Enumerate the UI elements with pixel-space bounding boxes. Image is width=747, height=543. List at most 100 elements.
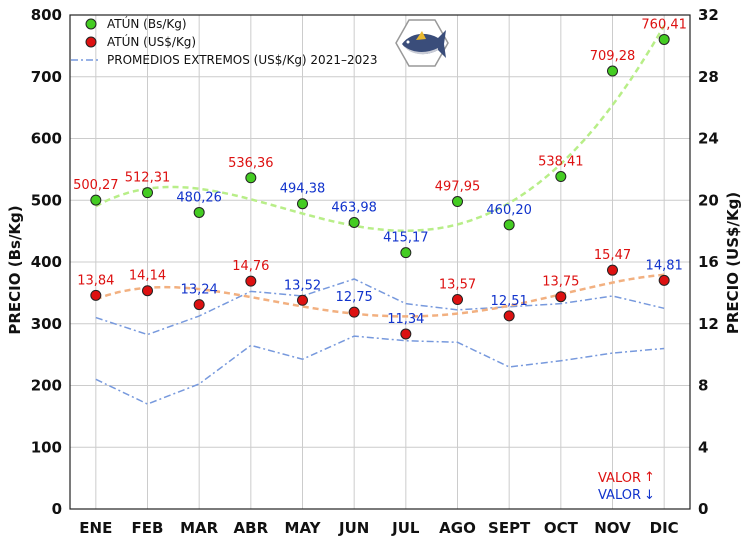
legend-label-bs: ATÚN (Bs/Kg) — [107, 16, 187, 31]
marker-bs — [297, 198, 308, 210]
marker-usd — [348, 306, 360, 318]
data-label-bs: 497,95 — [435, 180, 481, 195]
marker-bs — [245, 172, 257, 184]
x-tick-label: NOV — [594, 519, 631, 537]
y-right-tick-label: 4 — [698, 438, 708, 456]
marker-usd — [193, 299, 205, 311]
marker-usd — [297, 294, 308, 306]
marker-bs — [400, 247, 412, 259]
y-right-axis-title: PRECIO (US$/Kg) — [724, 192, 742, 334]
legend-label-extremes: PROMEDIOS EXTREMOS (US$/Kg) 2021–2023 — [107, 53, 378, 67]
marker-usd — [555, 291, 567, 303]
marker-usd — [503, 310, 515, 322]
x-tick-label: ABR — [234, 519, 269, 537]
data-label-usd: 14,81 — [646, 258, 683, 273]
marker-usd — [90, 289, 102, 301]
data-label-bs: 480,26 — [176, 190, 222, 205]
legend-marker-bs — [85, 18, 97, 30]
y-right-tick-label: 12 — [698, 315, 719, 333]
y-right-tick-label: 8 — [698, 377, 708, 395]
value-notes: VALOR ↑ VALOR ↓ — [598, 470, 655, 503]
axis-ticks: 0 100 200 300 400 500 600 700 800 0 4 8 12 16 20 24 28 32… — [31, 6, 719, 537]
data-label-usd: 13,57 — [439, 278, 476, 293]
legend-label-usd: ATÚN (US$/Kg) — [107, 34, 196, 49]
data-label-usd: 14,76 — [232, 259, 269, 274]
y-left-tick-label: 300 — [31, 315, 62, 333]
marker-usd — [142, 285, 153, 297]
data-label-usd: 14,14 — [129, 269, 166, 284]
extremes-upper-line — [95, 278, 665, 336]
data-label-bs: 494,38 — [280, 182, 326, 197]
data-label-bs: 500,27 — [73, 178, 119, 193]
data-markers — [90, 33, 670, 340]
note-down-arrow: ↓ — [644, 488, 655, 503]
y-left-tick-label: 700 — [31, 68, 62, 86]
x-tick-label: MAR — [180, 519, 219, 537]
tuna-icon — [395, 19, 449, 67]
y-left-tick-label: 600 — [31, 130, 62, 148]
data-label-bs: 460,20 — [486, 203, 532, 218]
marker-bs — [607, 65, 618, 77]
legend: ATÚN (Bs/Kg) ATÚN (US$/Kg) PROMEDIOS EXT… — [71, 16, 378, 67]
marker-bs — [658, 33, 670, 45]
y-left-tick-label: 400 — [31, 253, 62, 271]
trend-curve-0 — [95, 24, 666, 233]
y-left-tick-label: 800 — [31, 6, 62, 24]
x-tick-label: MAY — [285, 519, 322, 537]
data-label-bs: 415,17 — [383, 231, 429, 246]
data-label-usd: 15,47 — [594, 248, 631, 263]
marker-bs — [90, 194, 102, 206]
x-tick-label: FEB — [132, 519, 164, 537]
marker-bs — [348, 216, 360, 228]
note-up-arrow: ↑ — [644, 470, 655, 485]
data-label-bs: 463,98 — [331, 200, 377, 215]
marker-bs — [503, 219, 515, 231]
x-tick-label: JUN — [338, 519, 369, 537]
x-tick-label: JUL — [391, 519, 420, 537]
y-left-tick-label: 0 — [52, 500, 62, 518]
y-right-tick-label: 24 — [698, 130, 719, 148]
marker-usd — [607, 264, 618, 276]
x-tick-label: DIC — [650, 519, 679, 537]
note-up-text: VALOR — [598, 471, 641, 486]
marker-bs — [555, 171, 567, 183]
trend-curves — [95, 24, 666, 318]
marker-bs — [193, 206, 205, 218]
y-right-tick-label: 28 — [698, 68, 719, 86]
data-label-bs: 536,36 — [228, 156, 274, 171]
plot-frame — [69, 14, 691, 510]
extremes-band — [95, 278, 665, 405]
x-tick-label: AGO — [439, 519, 476, 537]
marker-usd — [400, 328, 412, 340]
data-label-usd: 13,75 — [542, 275, 579, 290]
x-tick-label: OCT — [544, 519, 579, 537]
y-right-tick-label: 32 — [698, 6, 719, 24]
y-right-tick-label: 0 — [698, 500, 708, 518]
data-label-usd: 13,52 — [284, 278, 321, 293]
data-label-usd: 13,84 — [77, 273, 114, 288]
marker-bs — [452, 196, 463, 208]
data-label-usd: 11,34 — [387, 312, 424, 327]
marker-usd — [245, 275, 257, 287]
data-label-bs: 709,28 — [590, 49, 636, 64]
marker-usd — [452, 294, 463, 306]
note-down-text: VALOR — [598, 488, 641, 503]
data-label-usd: 12,51 — [491, 294, 528, 309]
marker-usd — [658, 274, 670, 286]
x-tick-label: ENE — [79, 519, 112, 537]
legend-marker-usd — [85, 36, 97, 48]
y-left-tick-label: 100 — [31, 438, 62, 456]
y-left-axis-title: PRECIO (Bs/Kg) — [6, 205, 24, 334]
data-label-usd: 12,75 — [336, 290, 373, 305]
data-label-bs: 760,41 — [641, 17, 687, 32]
data-label-usd: 13,24 — [181, 283, 218, 298]
y-right-tick-label: 20 — [698, 191, 719, 209]
marker-bs — [142, 187, 153, 199]
y-right-tick-label: 16 — [698, 253, 719, 271]
data-labels: 500,27 512,31 480,26 536,36 494,38 463,98 415,… — [73, 17, 687, 326]
data-label-bs: 538,41 — [538, 155, 584, 170]
y-left-tick-label: 200 — [31, 377, 62, 395]
x-tick-label: SEPT — [488, 519, 531, 537]
